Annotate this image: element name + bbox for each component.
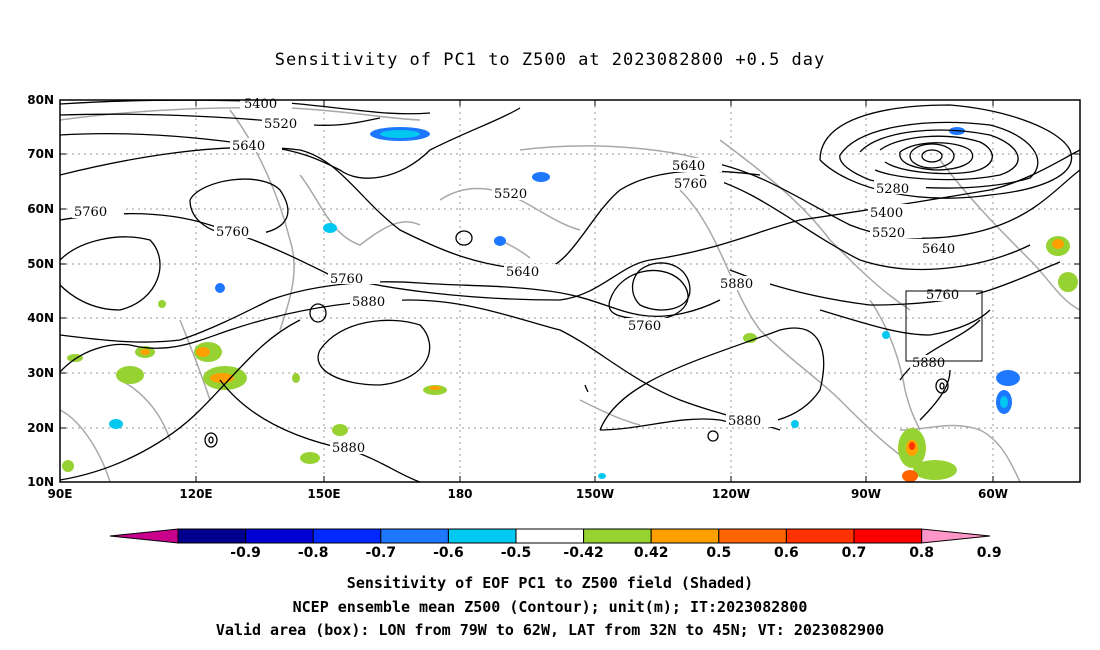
contour-label: 5760 xyxy=(926,288,959,303)
colorbar-swatch xyxy=(718,528,787,544)
lat-label: 30N xyxy=(27,366,54,380)
sensitivity-shading xyxy=(62,127,1078,482)
colorbar-label: -0.8 xyxy=(298,545,329,561)
lon-label: 60W xyxy=(978,487,1008,501)
lat-label: 10N xyxy=(27,475,54,489)
colorbar-label: -0.5 xyxy=(501,545,532,561)
colorbar-swatch xyxy=(177,528,247,544)
colorbar-swatch xyxy=(650,528,720,544)
caption-valid-area: Valid area (box): LON from 79W to 62W, L… xyxy=(215,621,885,639)
lon-label: 120W xyxy=(712,487,750,501)
colorbar xyxy=(109,528,991,544)
contour-labels: 5400 5520 5640 5760 5760 5520 5640 5760 … xyxy=(72,96,976,456)
lon-label: 150E xyxy=(307,487,340,501)
longitude-labels: 90E 120E 150E 180 150W 120W 90W 60W xyxy=(48,487,1008,501)
colorbar-swatch xyxy=(515,528,585,544)
latitude-labels: 80N 70N 60N 50N 40N 30N 20N 10N xyxy=(27,93,54,489)
colorbar-swatch xyxy=(245,528,314,544)
colorbar-right-arrow xyxy=(921,528,991,544)
colorbar-swatch xyxy=(312,528,382,544)
contour-label: 5760 xyxy=(674,177,707,192)
contour-label: 5880 xyxy=(720,277,753,292)
tick-marks xyxy=(60,100,1080,482)
colorbar-swatch xyxy=(583,528,652,544)
lon-label: 120E xyxy=(179,487,212,501)
lon-label: 150W xyxy=(576,487,614,501)
colorbar-label: -0.42 xyxy=(563,545,603,561)
lon-label: 90W xyxy=(851,487,881,501)
colorbar-label: 0.42 xyxy=(634,545,669,561)
contour-label: 5760 xyxy=(74,205,107,220)
contour-label: 5880 xyxy=(352,295,385,310)
contour-label: 5640 xyxy=(232,139,265,154)
contour-label: 5640 xyxy=(506,265,539,280)
colorbar-label: -0.6 xyxy=(433,545,464,561)
colorbar-left-arrow xyxy=(109,528,179,544)
contour-label: 5400 xyxy=(870,206,903,221)
lat-label: 80N xyxy=(27,93,54,107)
colorbar-label: 0.6 xyxy=(774,545,799,561)
colorbar-label: -0.7 xyxy=(365,545,396,561)
caption-shaded: Sensitivity of EOF PC1 to Z500 field (Sh… xyxy=(346,574,754,592)
valid-area-box xyxy=(905,290,983,362)
lat-label: 50N xyxy=(27,257,54,271)
lat-label: 40N xyxy=(27,311,54,325)
contour-label: 5760 xyxy=(216,225,249,240)
lon-label: 90E xyxy=(48,487,73,501)
lat-label: 20N xyxy=(27,421,54,435)
colorbar-label: -0.9 xyxy=(230,545,261,561)
colorbar-label: 0.8 xyxy=(909,545,934,561)
contour-label: 5880 xyxy=(332,441,365,456)
colorbar-label: 0.5 xyxy=(706,545,731,561)
colorbar-swatch xyxy=(447,528,517,544)
contour-label: 5760 xyxy=(628,319,661,334)
lon-label: 180 xyxy=(447,487,472,501)
colorbar-label: 0.7 xyxy=(842,545,867,561)
contour-label: 5640 xyxy=(922,242,955,257)
colorbar-swatch xyxy=(380,528,449,544)
colorbar-swatch xyxy=(785,528,855,544)
colorbar-label: 0.9 xyxy=(977,545,1002,561)
lat-label: 70N xyxy=(27,147,54,161)
colorbar-labels: -0.9 -0.8 -0.7 -0.6 -0.5 -0.42 0.42 0.5 … xyxy=(230,545,1001,561)
contour-label: 5760 xyxy=(330,272,363,287)
map-title: Sensitivity of PC1 to Z500 at 2023082800… xyxy=(274,50,826,70)
contour-label: 5880 xyxy=(728,414,761,429)
contour-label: 5640 xyxy=(672,159,705,174)
colorbar-swatch xyxy=(853,528,923,544)
caption-contour: NCEP ensemble mean Z500 (Contour); unit(… xyxy=(292,598,808,616)
lat-label: 60N xyxy=(27,202,54,216)
map-frame xyxy=(59,99,1081,483)
contour-label: 5520 xyxy=(494,187,527,202)
contour-label: 5520 xyxy=(264,117,297,132)
contour-label: 5880 xyxy=(912,356,945,371)
contour-label: 5280 xyxy=(876,182,909,197)
contour-label: 5520 xyxy=(872,226,905,241)
